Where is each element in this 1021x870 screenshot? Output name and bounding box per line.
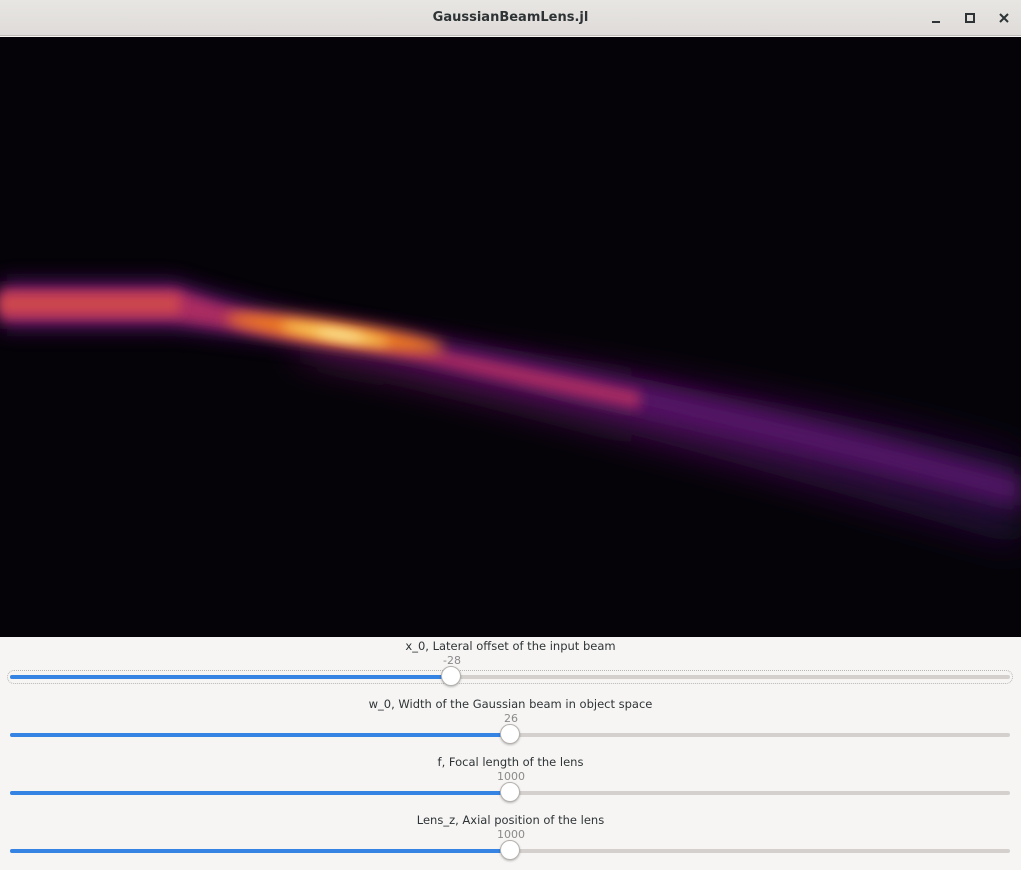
controls-panel: x_0, Lateral offset of the input beam -2… (0, 637, 1021, 870)
slider-label: f, Focal length of the lens (437, 755, 584, 769)
beam-heatmap-canvas[interactable] (0, 37, 1021, 637)
slider-track[interactable] (10, 666, 1010, 686)
slider-w0[interactable]: w_0, Width of the Gaussian beam in objec… (0, 695, 1021, 753)
slider-label: x_0, Lateral offset of the input beam (405, 639, 616, 653)
slider-knob[interactable] (500, 840, 520, 860)
slider-knob[interactable] (500, 724, 520, 744)
slider-knob[interactable] (441, 666, 461, 686)
beam-envelope (0, 281, 1021, 507)
slider-value: 26 (504, 712, 518, 725)
slider-fill (10, 791, 510, 795)
window-titlebar[interactable]: GaussianBeamLens.jl (0, 0, 1021, 36)
beam-tail (300, 337, 1021, 547)
slider-lens-z[interactable]: Lens_z, Axial position of the lens 1000 (0, 811, 1021, 869)
close-icon[interactable] (992, 6, 1016, 30)
slider-track[interactable] (10, 782, 1010, 802)
slider-x0[interactable]: x_0, Lateral offset of the input beam -2… (0, 637, 1021, 695)
slider-track[interactable] (10, 840, 1010, 860)
input-beam-core (0, 295, 180, 313)
slider-label: Lens_z, Axial position of the lens (416, 813, 605, 827)
maximize-icon[interactable] (958, 6, 982, 30)
slider-fill (10, 675, 451, 679)
beam-waist-peak (315, 330, 365, 340)
window-title: GaussianBeamLens.jl (432, 10, 589, 25)
slider-label: w_0, Width of the Gaussian beam in objec… (368, 697, 653, 711)
slider-knob[interactable] (500, 782, 520, 802)
beam-core-band (0, 289, 640, 409)
minimize-icon[interactable] (924, 6, 948, 30)
slider-f[interactable]: f, Focal length of the lens 1000 (0, 753, 1021, 811)
focus-ring (7, 670, 1013, 684)
slider-value: 1000 (497, 770, 525, 783)
slider-track[interactable] (10, 724, 1010, 744)
slider-value: -28 (443, 654, 461, 667)
slider-fill (10, 849, 510, 853)
slider-fill (10, 733, 510, 737)
slider-value: 1000 (497, 828, 525, 841)
